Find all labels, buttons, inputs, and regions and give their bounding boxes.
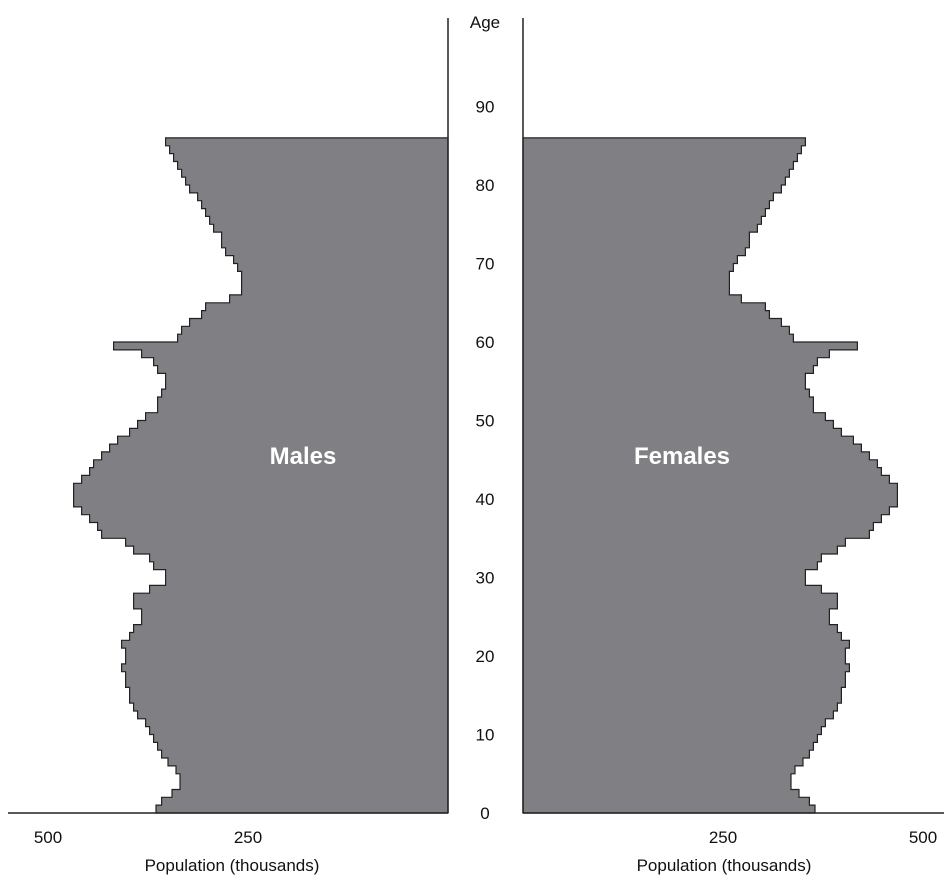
pyramid-panels: [73, 137, 898, 814]
age-tick-0: 0: [480, 804, 489, 823]
males-x-tick-500: 500: [34, 828, 62, 847]
x-tick-labels: 250 250 500 500: [34, 828, 937, 847]
females-panel-label: Females: [634, 443, 730, 470]
males-pyramid-area: [73, 137, 449, 814]
age-axis-title: Age: [470, 13, 500, 32]
females-x-tick-250: 250: [709, 828, 737, 847]
age-tick-90: 90: [476, 98, 495, 117]
age-tick-70: 70: [476, 255, 495, 274]
age-tick-30: 30: [476, 569, 495, 588]
females-x-tick-500: 500: [909, 828, 937, 847]
age-tick-20: 20: [476, 647, 495, 666]
age-tick-10: 10: [476, 726, 495, 745]
males-x-axis-title: Population (thousands): [145, 856, 320, 875]
males-panel-label: Males: [270, 443, 337, 470]
males-x-tick-250: 250: [234, 828, 262, 847]
age-tick-60: 60: [476, 333, 495, 352]
age-tick-80: 80: [476, 176, 495, 195]
age-tick-40: 40: [476, 490, 495, 509]
age-tick-50: 50: [476, 412, 495, 431]
females-x-axis-title: Population (thousands): [637, 856, 812, 875]
females-pyramid-area: [522, 137, 898, 814]
age-tick-labels: 0 10 20 30 40 50 60 70 80 90: [476, 98, 495, 824]
